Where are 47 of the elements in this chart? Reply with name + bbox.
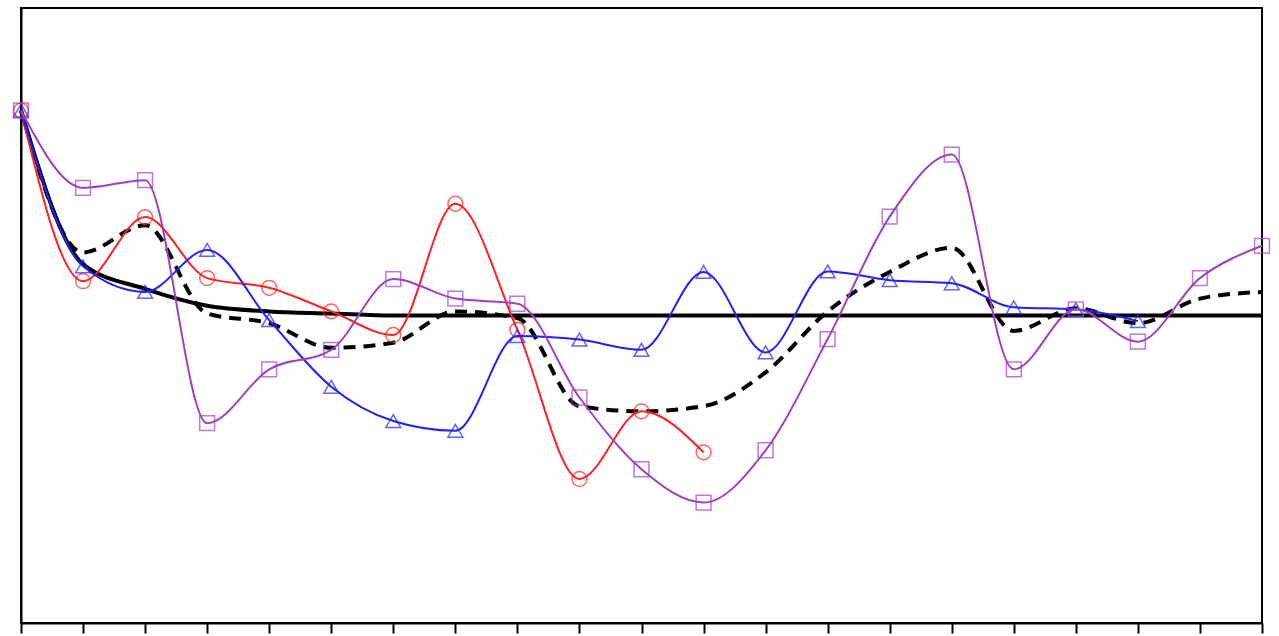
point [509,328,526,344]
point [1129,333,1147,350]
point [261,312,278,328]
point [881,272,898,288]
point [1253,237,1271,254]
point [633,461,650,478]
point [385,413,402,429]
point [695,444,712,461]
point [571,332,588,347]
point [447,195,464,212]
point [136,172,154,189]
point [819,330,836,348]
point [198,269,216,287]
point [1191,269,1209,287]
point [509,295,526,312]
point [136,284,154,300]
point [74,273,92,290]
point [943,146,960,163]
point [136,208,154,226]
point [261,361,278,378]
point [695,264,712,280]
point [1129,313,1147,329]
point [74,259,92,274]
point [323,379,340,394]
point [261,279,278,296]
point [695,494,712,511]
point [757,345,774,360]
point [571,470,588,488]
point [385,270,402,288]
point [881,208,898,225]
point [385,326,402,344]
point [571,389,588,406]
point [757,442,774,459]
point [633,403,650,420]
point [74,179,92,197]
point [323,303,340,320]
point [198,242,216,258]
point [323,341,340,358]
point [1005,300,1022,315]
point [509,321,526,338]
point [447,423,464,438]
point [1005,361,1022,378]
point [633,342,650,358]
point [198,414,216,432]
point [819,264,836,279]
point [943,276,960,291]
point [447,290,464,307]
